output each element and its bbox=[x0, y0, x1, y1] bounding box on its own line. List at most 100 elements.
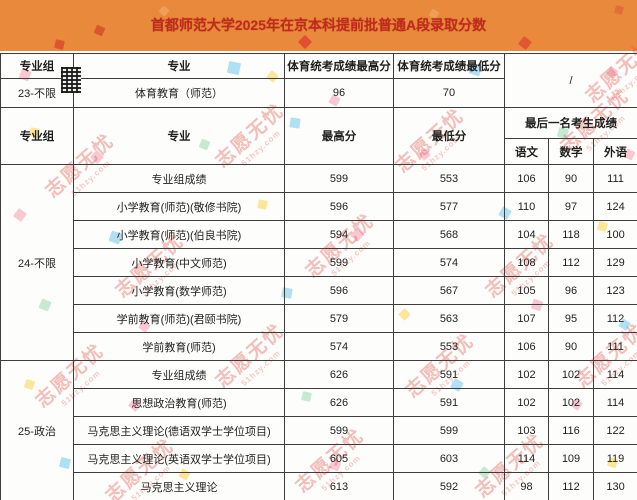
header-math: 数学 bbox=[548, 138, 594, 165]
cell-min-score: 591 bbox=[393, 388, 505, 417]
cell-foreign: 114 bbox=[592, 388, 637, 417]
cell-max-score: 613 bbox=[284, 472, 394, 500]
cell-major: 学前教育(师范) bbox=[73, 332, 285, 361]
cell-min-score: 553 bbox=[393, 332, 505, 361]
cell-major: 专业组成绩 bbox=[73, 360, 285, 389]
cell-max-score: 605 bbox=[284, 444, 394, 473]
cell-foreign: 111 bbox=[592, 164, 637, 193]
cell-math: 97 bbox=[548, 192, 594, 221]
cell-min-score: 563 bbox=[393, 304, 505, 333]
na-cell: / bbox=[503, 53, 637, 108]
header-chinese: 语文 bbox=[504, 138, 549, 165]
table-row: 学前教育(师范)(君颐书院) 579 563 107 95 112 bbox=[1, 304, 637, 333]
cell-max-score: 579 bbox=[284, 304, 394, 333]
cell-major: 学前教育(师范)(君颐书院) bbox=[73, 304, 285, 333]
cell-foreign: 111 bbox=[592, 332, 637, 361]
cell-math: 102 bbox=[548, 360, 594, 389]
cell-math: 96 bbox=[548, 276, 594, 305]
table-row: 语文 数学 外语 bbox=[1, 138, 637, 165]
cell-math: 102 bbox=[548, 388, 594, 417]
cell-math: 118 bbox=[548, 220, 594, 249]
table-row: 马克思主义理论 613 592 98 112 130 bbox=[1, 472, 637, 500]
cell-max-score: 599 bbox=[284, 164, 394, 193]
cell-max-score: 626 bbox=[284, 388, 394, 417]
header-last-student: 最后一名考生成绩 bbox=[503, 107, 637, 139]
cell-chinese: 108 bbox=[504, 248, 549, 277]
header-sport-max: 体育统考成绩最高分 bbox=[284, 53, 394, 79]
cell-chinese: 110 bbox=[504, 192, 549, 221]
cell-max-score: 599 bbox=[284, 248, 394, 277]
table-row: 小学教育(数学师范) 596 567 105 96 123 bbox=[1, 276, 637, 305]
header-max: 最高分 bbox=[284, 107, 394, 165]
cell-chinese: 106 bbox=[504, 332, 549, 361]
cell-foreign: 122 bbox=[592, 416, 637, 445]
cell-foreign: 124 bbox=[592, 192, 637, 221]
table-row: 学前教育(师范) 574 553 106 90 111 bbox=[1, 332, 637, 361]
cell-min-score: 577 bbox=[393, 192, 505, 221]
header-min: 最低分 bbox=[393, 107, 505, 165]
table-row: 专业组 专业 最高分 最低分 最后一名考生成绩 bbox=[0, 107, 637, 165]
cell-max-score: 596 bbox=[284, 192, 394, 221]
header-major-group: 专业组 bbox=[0, 107, 74, 165]
cell-min-score: 568 bbox=[393, 220, 505, 249]
header-major-group: 专业组 bbox=[0, 53, 74, 79]
cell-chinese: 104 bbox=[504, 220, 549, 249]
cell-math: 112 bbox=[548, 248, 594, 277]
cell-math: 90 bbox=[548, 332, 594, 361]
cell-chinese: 98 bbox=[504, 472, 549, 500]
cell-max-score: 599 bbox=[284, 416, 394, 445]
table-row: 马克思主义理论(英语双学士学位项目) 605 603 114 109 119 bbox=[1, 444, 637, 473]
table-row: 马克思主义理论(德语双学士学位项目) 599 599 103 116 122 bbox=[1, 416, 637, 445]
cell-min-score: 591 bbox=[393, 360, 505, 389]
cell-min-score: 592 bbox=[393, 472, 505, 500]
cell-chinese: 106 bbox=[504, 164, 549, 193]
page-title: 首都师范大学2025年在京本科提前批普通A段录取分数 bbox=[150, 17, 487, 33]
cell-chinese: 103 bbox=[504, 416, 549, 445]
cell-chinese: 102 bbox=[504, 360, 549, 389]
table-row: 思想政治教育(师范) 626 591 102 102 114 bbox=[1, 388, 637, 417]
table-row: 24-不限 专业组成绩 599 553 106 90 111 bbox=[0, 164, 637, 361]
header-sport-min: 体育统考成绩最低分 bbox=[393, 53, 505, 79]
table-row: 小学教育(中文师范) 599 574 108 112 129 bbox=[1, 248, 637, 277]
cell-major: 体育教育（师范） bbox=[73, 78, 285, 108]
table-row: 小学教育(师范)(敬修书院) 596 577 110 97 124 bbox=[1, 192, 637, 221]
cell-chinese: 114 bbox=[504, 444, 549, 473]
cell-math: 109 bbox=[548, 444, 594, 473]
cell-major: 小学教育(师范)(敬修书院) bbox=[73, 192, 285, 221]
header-major: 专业 bbox=[73, 107, 285, 165]
header-major: 专业 bbox=[73, 53, 285, 79]
cell-math: 90 bbox=[548, 164, 594, 193]
cell-math: 116 bbox=[548, 416, 594, 445]
cell-min-score: 599 bbox=[393, 416, 505, 445]
qr-code-icon bbox=[61, 67, 81, 93]
cell-major-group: 25-政治 bbox=[0, 360, 74, 500]
cell-major: 专业组成绩 bbox=[73, 164, 285, 193]
cell-min-score: 603 bbox=[393, 444, 505, 473]
cell-max-score: 594 bbox=[284, 220, 394, 249]
scores-table: 专业组 专业 体育统考成绩最高分 体育统考成绩最低分 / 23-不限 体育教育（… bbox=[0, 53, 637, 500]
cell-major-group: 24-不限 bbox=[0, 164, 74, 361]
cell-min-score: 567 bbox=[393, 276, 505, 305]
cell-math: 95 bbox=[548, 304, 594, 333]
table-row: 25-政治 专业组成绩 626 591 102 102 114 bbox=[0, 360, 637, 500]
cell-min-score: 70 bbox=[393, 78, 505, 108]
cell-max-score: 96 bbox=[284, 78, 394, 108]
cell-major: 小学教育(师范)(伯良书院) bbox=[73, 220, 285, 249]
cell-chinese: 107 bbox=[504, 304, 549, 333]
cell-min-score: 553 bbox=[393, 164, 505, 193]
cell-foreign: 114 bbox=[592, 360, 637, 389]
cell-max-score: 574 bbox=[284, 332, 394, 361]
cell-chinese: 105 bbox=[504, 276, 549, 305]
cell-max-score: 626 bbox=[284, 360, 394, 389]
cell-major: 马克思主义理论 bbox=[73, 472, 285, 500]
cell-chinese: 102 bbox=[504, 388, 549, 417]
header-foreign: 外语 bbox=[592, 138, 637, 165]
cell-min-score: 574 bbox=[393, 248, 505, 277]
cell-major: 小学教育(中文师范) bbox=[73, 248, 285, 277]
cell-max-score: 596 bbox=[284, 276, 394, 305]
cell-foreign: 100 bbox=[592, 220, 637, 249]
cell-major: 马克思主义理论(英语双学士学位项目) bbox=[73, 444, 285, 473]
cell-foreign: 123 bbox=[592, 276, 637, 305]
cell-major: 小学教育(数学师范) bbox=[73, 276, 285, 305]
